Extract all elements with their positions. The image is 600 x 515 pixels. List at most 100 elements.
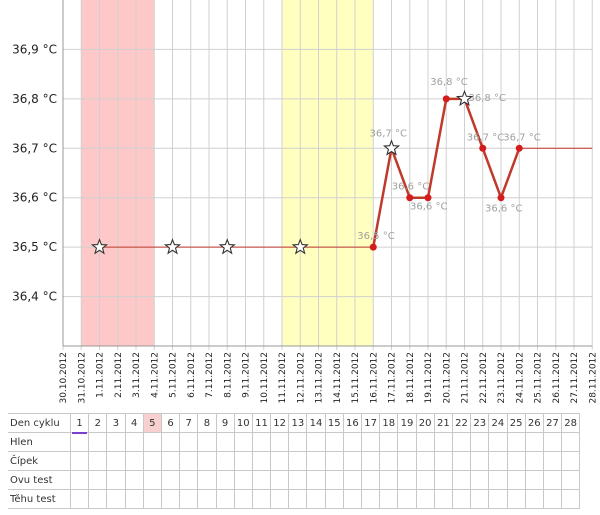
- table-cell[interactable]: [142, 489, 162, 509]
- table-cell[interactable]: [524, 432, 544, 452]
- table-cell[interactable]: [451, 451, 472, 471]
- table-cell[interactable]: [88, 451, 108, 471]
- table-cell[interactable]: [197, 451, 217, 471]
- table-cell[interactable]: [306, 432, 326, 452]
- table-cell[interactable]: [324, 470, 344, 490]
- table-cell[interactable]: [360, 451, 381, 471]
- table-cell[interactable]: [451, 470, 472, 490]
- table-cell[interactable]: [233, 451, 253, 471]
- table-cell[interactable]: [342, 489, 363, 509]
- table-cell[interactable]: [69, 470, 90, 490]
- table-cell[interactable]: [379, 470, 399, 490]
- table-cell[interactable]: [342, 470, 363, 490]
- table-cell[interactable]: [488, 470, 508, 490]
- table-cell[interactable]: [251, 489, 272, 509]
- table-cell[interactable]: [124, 489, 144, 509]
- table-cell[interactable]: [233, 489, 253, 509]
- table-cell[interactable]: [379, 451, 399, 471]
- table-cell[interactable]: [106, 470, 126, 490]
- table-cell[interactable]: [524, 489, 544, 509]
- table-cell[interactable]: [142, 451, 162, 471]
- table-cell[interactable]: [215, 489, 235, 509]
- table-cell[interactable]: [506, 432, 526, 452]
- table-cell[interactable]: [197, 489, 217, 509]
- table-cell[interactable]: [470, 470, 490, 490]
- table-cell[interactable]: [470, 489, 490, 509]
- table-cell[interactable]: [488, 451, 508, 471]
- table-cell[interactable]: [397, 432, 417, 452]
- table-cell[interactable]: [106, 489, 126, 509]
- table-cell[interactable]: [88, 470, 108, 490]
- table-cell[interactable]: [324, 432, 344, 452]
- table-cell[interactable]: [270, 470, 290, 490]
- table-cell[interactable]: [542, 432, 563, 452]
- table-cell[interactable]: [433, 470, 453, 490]
- table-cell[interactable]: [470, 432, 490, 452]
- table-cell[interactable]: [251, 451, 272, 471]
- table-cell[interactable]: [215, 432, 235, 452]
- table-cell[interactable]: [488, 432, 508, 452]
- table-cell[interactable]: [415, 432, 435, 452]
- table-cell[interactable]: [88, 432, 108, 452]
- table-cell[interactable]: [561, 489, 581, 509]
- table-cell[interactable]: [215, 470, 235, 490]
- table-cell[interactable]: [415, 451, 435, 471]
- table-cell[interactable]: [506, 451, 526, 471]
- table-cell[interactable]: [270, 451, 290, 471]
- table-cell[interactable]: [288, 470, 308, 490]
- table-cell[interactable]: [360, 470, 381, 490]
- table-cell[interactable]: [542, 470, 563, 490]
- table-cell[interactable]: [179, 470, 199, 490]
- table-cell[interactable]: [142, 470, 162, 490]
- table-cell[interactable]: [69, 489, 90, 509]
- table-cell[interactable]: [561, 451, 581, 471]
- table-cell[interactable]: [270, 489, 290, 509]
- table-cell[interactable]: [433, 489, 453, 509]
- table-cell[interactable]: [306, 470, 326, 490]
- table-cell[interactable]: [433, 451, 453, 471]
- table-cell[interactable]: [251, 432, 272, 452]
- table-cell[interactable]: [69, 451, 90, 471]
- table-cell[interactable]: [69, 432, 90, 452]
- table-cell[interactable]: [106, 451, 126, 471]
- table-cell[interactable]: [233, 470, 253, 490]
- table-cell[interactable]: [324, 489, 344, 509]
- table-cell[interactable]: [306, 489, 326, 509]
- table-cell[interactable]: [397, 489, 417, 509]
- table-cell[interactable]: [360, 432, 381, 452]
- table-cell[interactable]: [451, 432, 472, 452]
- table-cell[interactable]: [379, 489, 399, 509]
- table-cell[interactable]: [342, 451, 363, 471]
- table-cell[interactable]: [506, 489, 526, 509]
- table-cell[interactable]: [215, 451, 235, 471]
- table-cell[interactable]: [360, 489, 381, 509]
- table-cell[interactable]: [106, 432, 126, 452]
- table-cell[interactable]: [197, 432, 217, 452]
- table-cell[interactable]: [197, 470, 217, 490]
- table-cell[interactable]: [179, 451, 199, 471]
- table-cell[interactable]: [160, 432, 181, 452]
- table-cell[interactable]: [124, 432, 144, 452]
- table-cell[interactable]: [433, 432, 453, 452]
- table-cell[interactable]: [160, 451, 181, 471]
- table-cell[interactable]: [470, 451, 490, 471]
- table-cell[interactable]: [88, 489, 108, 509]
- table-cell[interactable]: [160, 489, 181, 509]
- table-cell[interactable]: [324, 451, 344, 471]
- table-cell[interactable]: [379, 432, 399, 452]
- table-cell[interactable]: [524, 451, 544, 471]
- table-cell[interactable]: [288, 451, 308, 471]
- table-cell[interactable]: [342, 432, 363, 452]
- table-cell[interactable]: [251, 470, 272, 490]
- table-cell[interactable]: [415, 489, 435, 509]
- table-cell[interactable]: [542, 451, 563, 471]
- table-cell[interactable]: [488, 489, 508, 509]
- table-cell[interactable]: [288, 432, 308, 452]
- table-cell[interactable]: [142, 432, 162, 452]
- table-cell[interactable]: [124, 470, 144, 490]
- table-cell[interactable]: [542, 489, 563, 509]
- table-cell[interactable]: [179, 489, 199, 509]
- table-cell[interactable]: [160, 470, 181, 490]
- table-cell[interactable]: [179, 432, 199, 452]
- table-cell[interactable]: [524, 470, 544, 490]
